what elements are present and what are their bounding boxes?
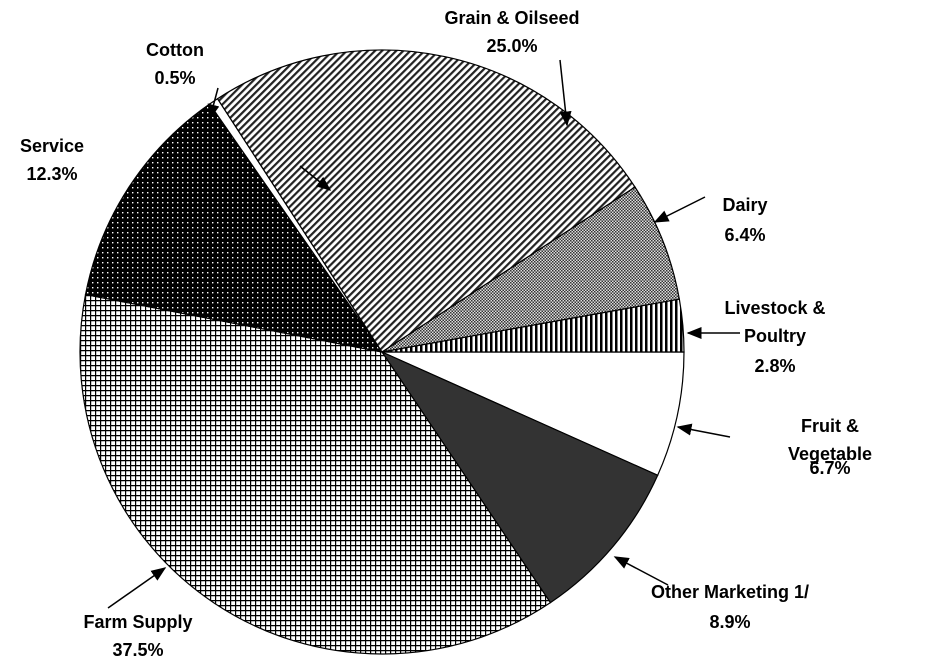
pie-slice [79, 293, 552, 655]
label-arrow [299, 165, 332, 191]
pie-slice [380, 350, 659, 604]
slice-label: Other Marketing 1/ [650, 582, 810, 602]
pie-slice [381, 298, 685, 353]
label-arrow [207, 87, 220, 120]
slice-label: 6.4% [724, 225, 766, 245]
slice-label: 12.3% [26, 164, 78, 184]
pie-slice [381, 186, 681, 353]
slice-label: 2.8% [754, 356, 796, 376]
label-arrow [613, 556, 669, 586]
slice-label: 6.7% [809, 458, 851, 478]
slice-label: Fruit & Vegetable [787, 416, 873, 464]
slice-label: Grain & Oilseed [444, 8, 580, 28]
label-arrow [653, 196, 706, 223]
slice-label: Service [19, 136, 85, 156]
pie-slice [216, 49, 636, 353]
slice-label: 37.5% [112, 640, 164, 660]
slice-label: Cotton [146, 40, 204, 60]
slice-label: 0.5% [154, 68, 196, 88]
slice-label: Dairy [722, 195, 768, 215]
label-arrow [559, 59, 572, 127]
pie-slice [381, 351, 685, 477]
slice-label: Livestock & Poultry [724, 298, 826, 346]
slice-label: 8.9% [709, 612, 751, 632]
label-arrow [107, 567, 167, 609]
pie-slice [84, 103, 384, 353]
slice-label: Farm Supply [83, 612, 193, 632]
label-arrow [676, 423, 731, 438]
slice-label: 25.0% [486, 36, 538, 56]
